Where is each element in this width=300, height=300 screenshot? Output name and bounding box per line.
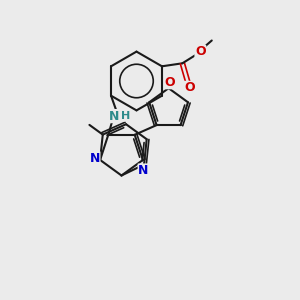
Text: N: N (89, 152, 100, 165)
Text: O: O (195, 45, 206, 58)
Text: N: N (109, 110, 119, 123)
Text: O: O (184, 81, 195, 94)
Text: O: O (165, 76, 176, 89)
Text: H: H (121, 111, 130, 121)
Text: N: N (138, 164, 148, 177)
